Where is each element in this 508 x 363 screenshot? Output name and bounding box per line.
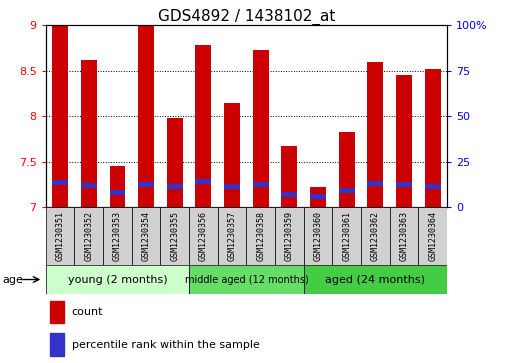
Text: GSM1230358: GSM1230358 [256,211,265,261]
Bar [304,207,332,265]
Bar [50,333,64,356]
Bar [132,207,161,265]
Bar [103,207,132,265]
Bar [390,207,419,265]
Bar [167,184,182,189]
Bar [52,25,68,207]
Bar [224,184,240,189]
Text: aged (24 months): aged (24 months) [326,274,425,285]
Bar [419,207,447,265]
Bar [189,265,304,294]
Bar [367,181,383,186]
Bar [110,166,125,207]
Bar [196,179,211,184]
Text: GSM1230364: GSM1230364 [428,211,437,261]
Bar [246,207,275,265]
Text: GSM1230360: GSM1230360 [313,211,323,261]
Bar [74,207,103,265]
Text: GSM1230356: GSM1230356 [199,211,208,261]
Bar [46,207,74,265]
Bar [167,118,182,207]
Bar [81,183,97,188]
Bar [310,193,326,199]
Bar [189,207,218,265]
Bar [110,190,125,195]
Text: GSM1230357: GSM1230357 [228,211,237,261]
Bar [196,45,211,207]
Text: GSM1230361: GSM1230361 [342,211,351,261]
Bar [161,207,189,265]
Bar [52,180,68,185]
Text: young (2 months): young (2 months) [68,274,167,285]
Text: GSM1230354: GSM1230354 [142,211,150,261]
Bar [332,207,361,265]
Bar [138,182,154,187]
Bar [304,265,447,294]
Text: GSM1230353: GSM1230353 [113,211,122,261]
Bar [138,25,154,207]
Title: GDS4892 / 1438102_at: GDS4892 / 1438102_at [157,9,335,25]
Bar [281,146,297,207]
Text: GSM1230359: GSM1230359 [285,211,294,261]
Bar [425,69,440,207]
Text: count: count [72,307,103,317]
Text: percentile rank within the sample: percentile rank within the sample [72,340,260,350]
Bar [275,207,304,265]
Bar [218,207,246,265]
Bar [367,62,383,207]
Text: GSM1230351: GSM1230351 [55,211,65,261]
Text: GSM1230363: GSM1230363 [399,211,408,261]
Bar [281,192,297,197]
Bar [425,184,440,188]
Text: GSM1230355: GSM1230355 [170,211,179,261]
Bar [253,182,269,187]
Text: GSM1230352: GSM1230352 [84,211,93,261]
Bar [253,50,269,207]
Bar [310,187,326,207]
Bar [339,131,355,207]
Bar [224,102,240,207]
Bar [339,188,355,193]
Bar [396,182,412,187]
Text: middle aged (12 months): middle aged (12 months) [184,274,308,285]
Bar [361,207,390,265]
Bar [396,76,412,207]
Bar [50,301,64,323]
Bar [81,60,97,207]
Text: age: age [3,274,23,285]
Text: GSM1230362: GSM1230362 [371,211,380,261]
Bar [46,265,189,294]
